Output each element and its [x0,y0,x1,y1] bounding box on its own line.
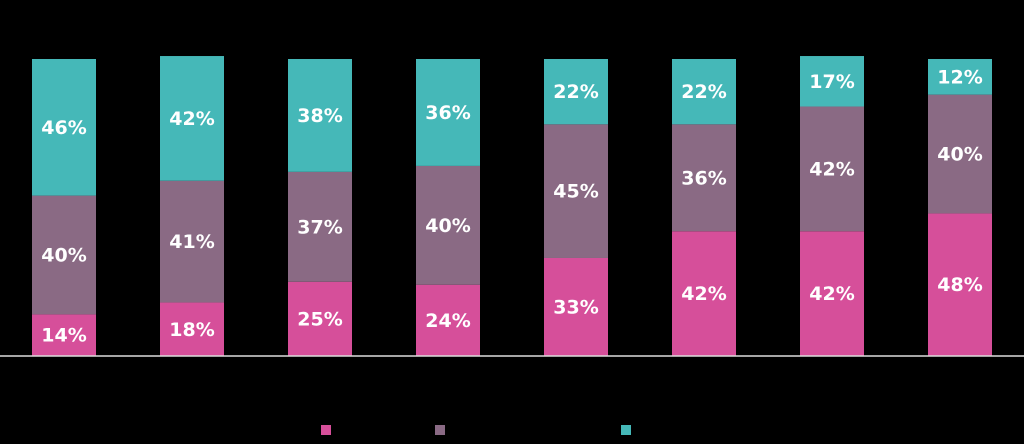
legend-swatch [621,425,631,435]
value-label: 45% [553,181,598,203]
value-label: 12% [937,66,982,88]
bar-segment [928,94,992,214]
value-label: 41% [169,231,214,253]
value-label: 36% [425,102,470,124]
value-label: 42% [809,158,854,180]
value-label: 33% [553,296,598,318]
value-label: 40% [937,144,982,166]
value-label: 42% [809,283,854,305]
bar-segment [288,281,352,356]
value-label: 46% [41,117,86,139]
value-label: 36% [681,167,726,189]
value-label: 37% [297,216,342,238]
bar-segment [544,124,608,258]
bar-segment [288,171,352,282]
value-label: 40% [425,215,470,237]
value-label: 48% [937,274,982,296]
bar-segment [160,56,224,181]
bar-segment [928,213,992,356]
bar-segment [800,56,864,107]
bar-segment [544,257,608,356]
bar-segment [544,59,608,125]
bar-segment [32,59,96,196]
bar-segment [928,59,992,95]
bar-segment [288,59,352,172]
value-label: 14% [41,325,86,347]
value-label: 24% [425,310,470,332]
bar-segment [32,314,96,356]
value-label: 40% [41,245,86,267]
bar-segment [672,231,736,356]
legend-swatch [321,425,331,435]
bar-segment [32,195,96,315]
bar-segment [416,165,480,285]
bar-segment [416,59,480,166]
bar-segment [160,180,224,303]
bar-segment [672,59,736,125]
legend-swatch [435,425,445,435]
value-label: 18% [169,319,214,341]
value-label: 38% [297,105,342,127]
value-label: 17% [809,71,854,93]
value-label: 42% [681,283,726,305]
value-label: 22% [681,81,726,103]
bar-segment [160,302,224,356]
value-label: 22% [553,81,598,103]
value-label: 25% [297,308,342,330]
bar-segment [800,231,864,356]
bar-segment [416,284,480,356]
value-label: 42% [169,108,214,130]
bar-segment [800,106,864,232]
bar-segment [672,124,736,232]
